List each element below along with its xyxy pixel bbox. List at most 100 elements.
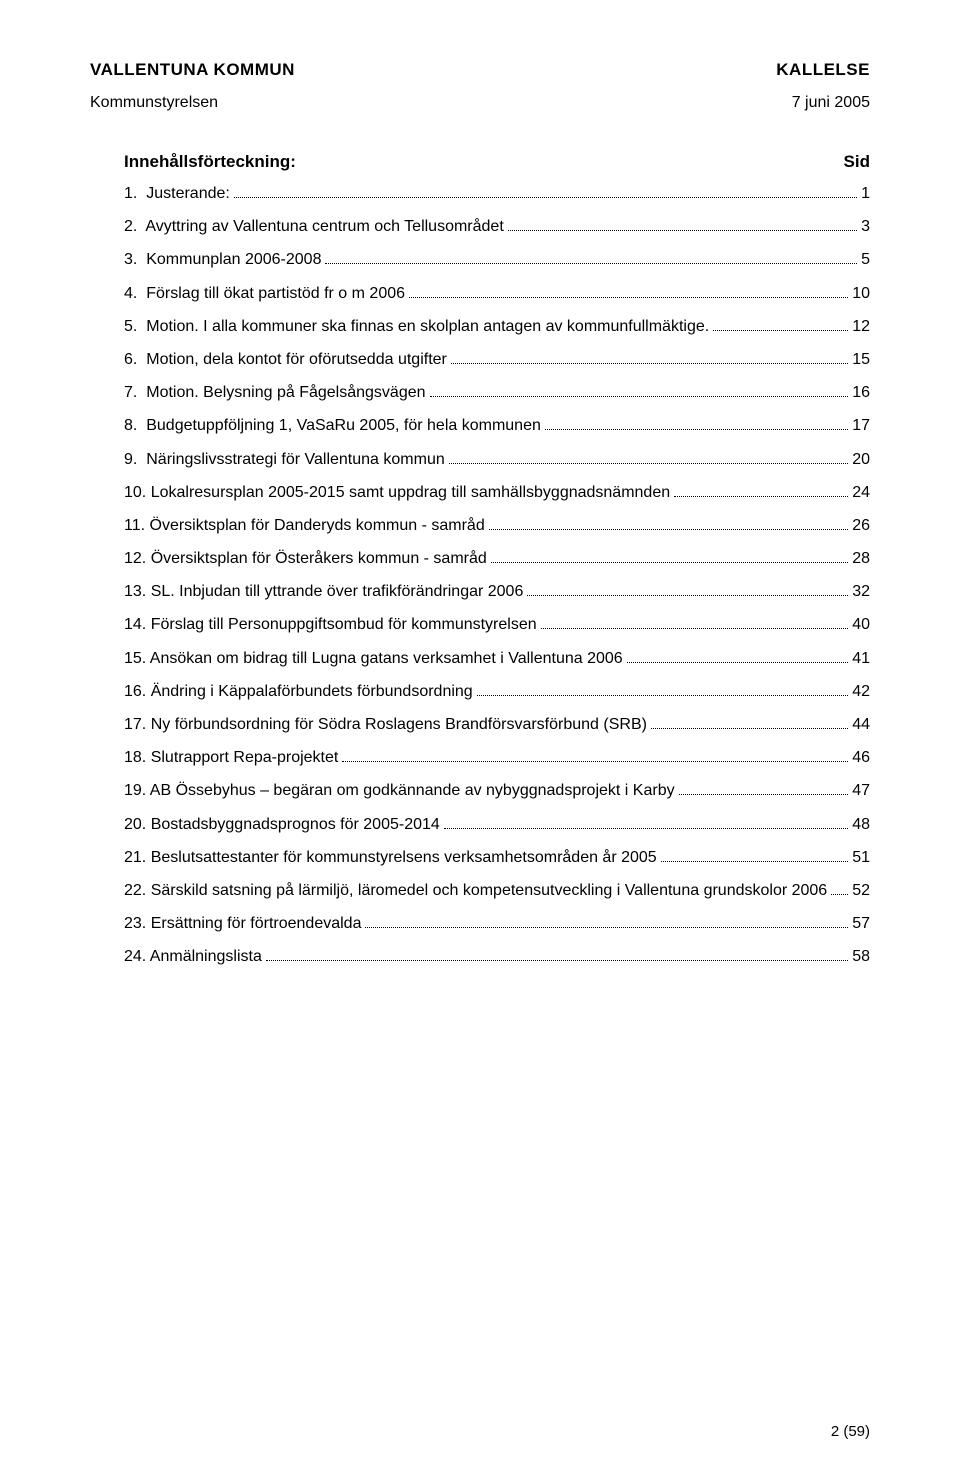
toc-item: 17. Ny förbundsordning för Södra Roslage… — [124, 713, 870, 736]
toc-item-page: 41 — [852, 647, 870, 670]
toc-item-label: 24. Anmälningslista — [124, 945, 262, 968]
toc-item: 4. Förslag till ökat partistöd fr o m 20… — [124, 282, 870, 305]
toc-leader — [444, 813, 848, 828]
toc-item-page: 46 — [852, 746, 870, 769]
toc-item: 24. Anmälningslista 58 — [124, 945, 870, 968]
toc-leader — [545, 415, 848, 430]
toc-item-page: 32 — [852, 580, 870, 603]
toc-item-page: 15 — [852, 348, 870, 371]
page: VALLENTUNA KOMMUN KALLELSE Kommunstyrels… — [0, 0, 960, 1480]
toc-title: Innehållsförteckning: — [124, 152, 296, 172]
toc-leader — [831, 880, 848, 895]
toc-item: 8. Budgetuppföljning 1, VaSaRu 2005, för… — [124, 414, 870, 437]
toc-item-page: 24 — [852, 481, 870, 504]
toc-item: 21. Beslutsattestanter för kommunstyrels… — [124, 846, 870, 869]
toc-item: 9. Näringslivsstrategi för Vallentuna ko… — [124, 448, 870, 471]
toc-item-page: 12 — [852, 315, 870, 338]
toc-item: 11. Översiktsplan för Danderyds kommun -… — [124, 514, 870, 537]
toc-item: 2. Avyttring av Vallentuna centrum och T… — [124, 215, 870, 238]
toc-item-page: 5 — [861, 248, 870, 271]
toc-item-label: 2. Avyttring av Vallentuna centrum och T… — [124, 215, 504, 238]
toc-leader — [430, 382, 849, 397]
toc-item: 19. AB Össebyhus – begäran om godkännand… — [124, 779, 870, 802]
toc-leader — [491, 548, 848, 563]
toc-leader — [325, 249, 857, 264]
toc-item-page: 28 — [852, 547, 870, 570]
meeting-date: 7 juni 2005 — [792, 94, 870, 112]
toc-list: 1. Justerande:1 2. Avyttring av Vallentun… — [90, 182, 870, 969]
toc-item-page: 16 — [852, 381, 870, 404]
toc-item: 7. Motion. Belysning på Fågelsångsvägen 1… — [124, 381, 870, 404]
toc-item-label: 19. AB Össebyhus – begäran om godkännand… — [124, 779, 675, 802]
toc-leader — [266, 946, 848, 961]
toc-item-page: 44 — [852, 713, 870, 736]
toc-item-label: 4. Förslag till ökat partistöd fr o m 20… — [124, 282, 405, 305]
toc-leader — [449, 448, 848, 463]
toc-item-page: 3 — [861, 215, 870, 238]
toc-item-page: 42 — [852, 680, 870, 703]
page-footer: 2 (59) — [831, 1423, 870, 1440]
toc-title-row: Innehållsförteckning: Sid — [90, 152, 870, 172]
toc-leader — [451, 349, 848, 364]
toc-item: 3. Kommunplan 2006-2008 5 — [124, 248, 870, 271]
toc-leader — [409, 282, 848, 297]
toc-item-page: 58 — [852, 945, 870, 968]
toc-item: 20. Bostadsbyggnadsprognos för 2005-2014… — [124, 813, 870, 836]
toc-leader — [713, 315, 848, 330]
toc-item-page: 40 — [852, 613, 870, 636]
toc-item-label: 8. Budgetuppföljning 1, VaSaRu 2005, för… — [124, 414, 541, 437]
toc-item-label: 22. Särskild satsning på lärmiljö, lärom… — [124, 879, 827, 902]
toc-item-label: 10. Lokalresursplan 2005-2015 samt uppdr… — [124, 481, 670, 504]
toc-leader — [527, 581, 848, 596]
toc-leader — [541, 614, 849, 629]
toc-item: 13. SL. Inbjudan till yttrande över traf… — [124, 580, 870, 603]
toc-item-page: 48 — [852, 813, 870, 836]
toc-item-label: 12. Översiktsplan för Österåkers kommun … — [124, 547, 487, 570]
toc-item-label: 7. Motion. Belysning på Fågelsångsvägen — [124, 381, 426, 404]
toc-item-label: 20. Bostadsbyggnadsprognos för 2005-2014 — [124, 813, 440, 836]
toc-leader — [365, 913, 848, 928]
toc-item-label: 21. Beslutsattestanter för kommunstyrels… — [124, 846, 657, 869]
toc-item-page: 10 — [852, 282, 870, 305]
toc-leader — [651, 714, 848, 729]
toc-item-page: 57 — [852, 912, 870, 935]
toc-item-label: 18. Slutrapport Repa-projektet — [124, 746, 338, 769]
committee-name: Kommunstyrelsen — [90, 94, 218, 112]
toc-item: 23. Ersättning för förtroendevalda 57 — [124, 912, 870, 935]
toc-item-label: 16. Ändring i Käppalaförbundets förbunds… — [124, 680, 473, 703]
toc-leader — [627, 647, 849, 662]
toc-item-label: 13. SL. Inbjudan till yttrande över traf… — [124, 580, 523, 603]
toc-item: 1. Justerande:1 — [124, 182, 870, 205]
toc-leader — [477, 680, 849, 695]
toc-leader — [679, 780, 849, 795]
toc-item: 10. Lokalresursplan 2005-2015 samt uppdr… — [124, 481, 870, 504]
toc-item: 12. Översiktsplan för Österåkers kommun … — [124, 547, 870, 570]
toc-leader — [342, 747, 848, 762]
org-name: VALLENTUNA KOMMUN — [90, 60, 295, 80]
toc-item-label: 14. Förslag till Personuppgiftsombud för… — [124, 613, 537, 636]
doc-type: KALLELSE — [776, 60, 870, 80]
toc-item: 15. Ansökan om bidrag till Lugna gatans … — [124, 647, 870, 670]
header-row: VALLENTUNA KOMMUN KALLELSE — [90, 60, 870, 80]
toc-leader — [661, 846, 849, 861]
toc-item-label: 3. Kommunplan 2006-2008 — [124, 248, 321, 271]
toc-page-label: Sid — [844, 152, 870, 172]
toc-item-page: 52 — [852, 879, 870, 902]
toc-item: 5. Motion. I alla kommuner ska finnas en… — [124, 315, 870, 338]
toc-leader — [234, 183, 857, 198]
toc-item-page: 1 — [861, 182, 870, 205]
toc-item-page: 26 — [852, 514, 870, 537]
toc-leader — [489, 514, 848, 529]
toc-item-page: 17 — [852, 414, 870, 437]
toc-item: 14. Förslag till Personuppgiftsombud för… — [124, 613, 870, 636]
toc-item-label: 23. Ersättning för förtroendevalda — [124, 912, 361, 935]
toc-item-page: 20 — [852, 448, 870, 471]
toc-item: 6. Motion, dela kontot för oförutsedda u… — [124, 348, 870, 371]
toc-item-page: 47 — [852, 779, 870, 802]
toc-item: 22. Särskild satsning på lärmiljö, lärom… — [124, 879, 870, 902]
subheader-row: Kommunstyrelsen 7 juni 2005 — [90, 94, 870, 112]
toc-item-page: 51 — [852, 846, 870, 869]
toc-item-label: 9. Näringslivsstrategi för Vallentuna ko… — [124, 448, 445, 471]
toc-item-label: 17. Ny förbundsordning för Södra Roslage… — [124, 713, 647, 736]
toc-leader — [674, 481, 848, 496]
